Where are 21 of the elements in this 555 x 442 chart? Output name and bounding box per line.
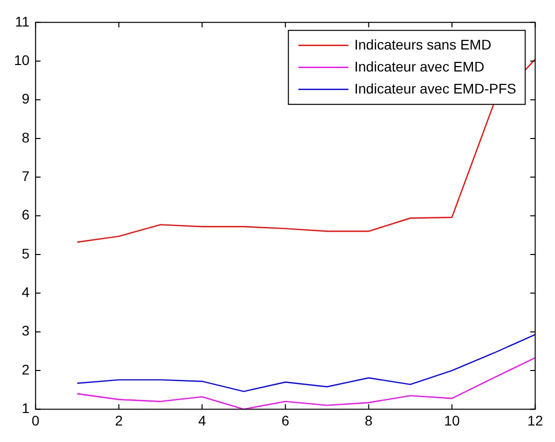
x-tick-label: 8: [364, 412, 373, 428]
y-tick-label: 7: [22, 168, 30, 184]
y-tick-label: 4: [22, 284, 30, 300]
y-tick-label: 6: [22, 206, 30, 223]
y-tick-label: 3: [22, 322, 30, 339]
legend-label: Indicateurs sans EMD: [354, 36, 492, 52]
x-tick-label: 2: [114, 412, 123, 428]
y-tick-label: 11: [15, 13, 30, 30]
x-tick-label: 0: [32, 412, 40, 428]
legend-label: Indicateur avec EMD: [354, 58, 484, 74]
x-tick-label: 4: [198, 412, 206, 428]
y-tick-label: 9: [22, 90, 30, 107]
y-tick-label: 2: [22, 361, 30, 378]
y-tick-label: 8: [22, 129, 30, 146]
x-tick-label: 6: [281, 412, 290, 428]
y-tick-label: 1: [22, 400, 30, 416]
x-tick-label: 12: [527, 412, 544, 428]
y-tick-label: 5: [22, 245, 30, 262]
legend-label: Indicateur avec EMD-PFS: [354, 80, 516, 96]
x-tick-label: 10: [444, 412, 460, 428]
y-tick-label: 10: [14, 52, 30, 68]
